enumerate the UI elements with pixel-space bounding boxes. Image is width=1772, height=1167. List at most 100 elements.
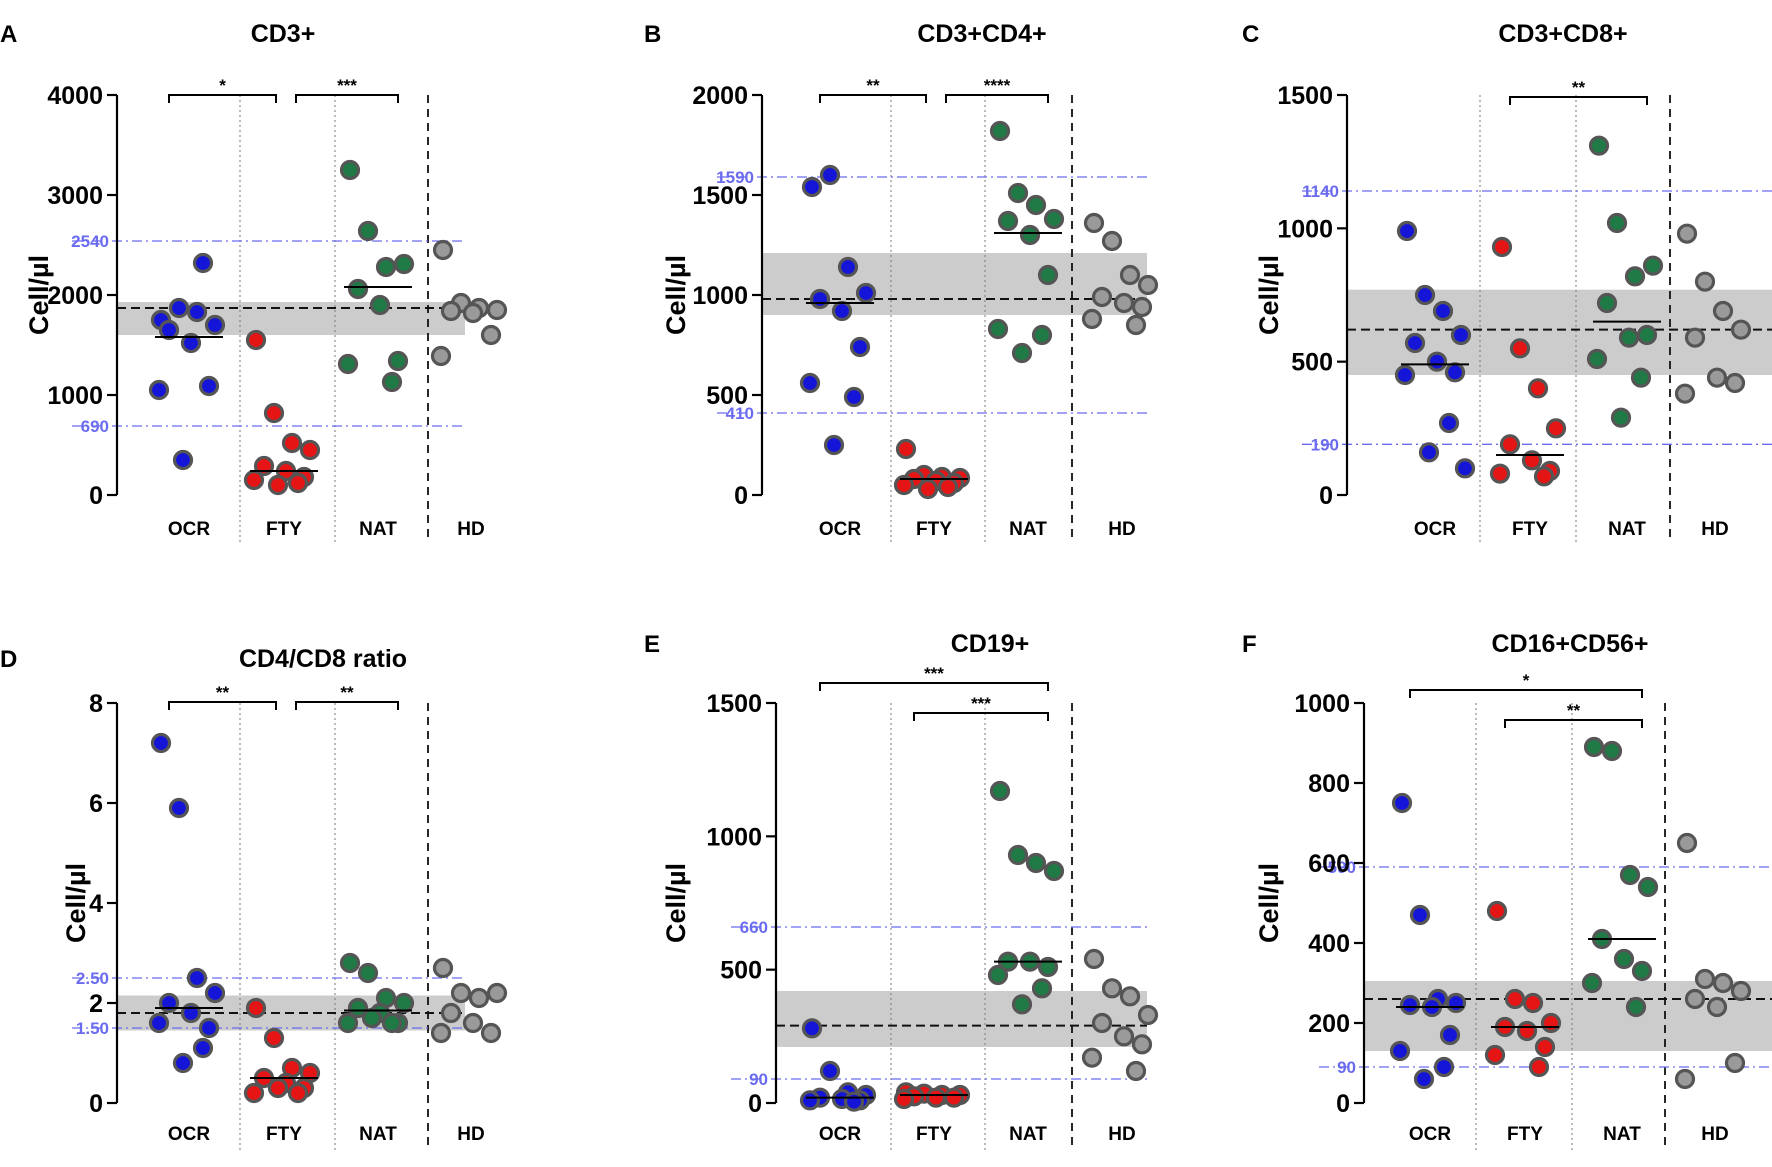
y-tick-label: 2000 (692, 82, 748, 110)
data-point-fty (895, 438, 917, 460)
significance-label: **** (984, 76, 1011, 95)
data-point-ocr (849, 336, 871, 358)
data-point-hd (1137, 1004, 1159, 1026)
data-point-nat (347, 997, 369, 1019)
x-tick-label: NAT (1009, 519, 1047, 540)
reference-label: 2.50 (76, 969, 109, 988)
data-point-nat (1031, 978, 1053, 999)
significance-label: * (1523, 671, 1530, 690)
y-tick-label: 2 (89, 990, 103, 1018)
reference-label: 1.50 (76, 1019, 109, 1038)
y-tick-label: 1000 (1294, 690, 1350, 718)
data-point-ocr (1433, 1056, 1455, 1078)
data-point-fty (1484, 1044, 1506, 1066)
y-tick-label: 1000 (706, 823, 762, 851)
data-point-fty (267, 1077, 289, 1099)
panel-title: CD3+CD8+ (1498, 20, 1627, 48)
data-point-hd (462, 302, 484, 324)
data-point-ocr (1450, 324, 1472, 346)
y-tick-label: 1000 (47, 382, 103, 410)
data-point-ocr (1414, 284, 1436, 306)
data-point-hd (1101, 978, 1123, 999)
data-point-nat (1019, 224, 1041, 246)
data-point-nat (1596, 292, 1618, 314)
y-tick-label: 200 (1308, 1010, 1350, 1038)
data-point-hd (1083, 212, 1105, 234)
reference-label: 1140 (1302, 182, 1339, 201)
data-point-nat (1025, 852, 1047, 874)
panel-letter: F (1242, 631, 1257, 658)
x-tick-label: HD (457, 519, 484, 540)
data-point-fty (299, 439, 321, 461)
data-point-ocr (1404, 332, 1426, 354)
data-point-hd (1724, 1052, 1746, 1074)
y-tick-label: 4 (89, 890, 103, 918)
data-point-ocr (186, 301, 208, 323)
data-point-ocr (1454, 458, 1476, 479)
data-point-nat (1037, 264, 1059, 286)
data-point-nat (1031, 324, 1053, 346)
data-point-ocr (180, 332, 202, 354)
data-point-ocr (801, 176, 823, 198)
data-point-nat (381, 371, 403, 393)
significance-bracket (1504, 719, 1643, 728)
data-point-nat (989, 780, 1011, 802)
y-tick-label: 2000 (47, 282, 103, 310)
panel-title: CD3+CD4+ (917, 20, 1046, 48)
reference-label: 590 (1328, 858, 1356, 877)
reference-label: 90 (749, 1070, 768, 1089)
panel-title: CD16+CD56+ (1491, 630, 1648, 658)
data-point-hd (1131, 296, 1153, 318)
data-point-ocr (843, 1091, 865, 1112)
panel-letter: C (1242, 21, 1259, 48)
data-point-fty (925, 1087, 947, 1108)
y-tick-label: 800 (1308, 770, 1350, 798)
data-point-hd (1694, 968, 1716, 990)
y-tick-label: 600 (1308, 850, 1350, 878)
data-point-ocr (843, 386, 865, 408)
x-tick-label: OCR (168, 1124, 211, 1145)
significance-label: *** (924, 664, 944, 683)
panel-a: A CD3+ Cell/µl 2540 690 0 1000 2000 3000 4000 OCR F… (0, 20, 508, 543)
panel-f: F CD16+CD56+ Cell/µl 590 90 0 200 400 600 800 1000… (1242, 630, 1772, 1151)
y-axis-label: Cell/µl (661, 863, 691, 943)
x-tick-label: HD (457, 1124, 484, 1145)
data-point-hd (1137, 274, 1159, 296)
data-point-ocr (192, 1037, 214, 1059)
data-point-fty (287, 472, 309, 494)
x-tick-label: OCR (168, 519, 211, 540)
y-tick-label: 1000 (692, 282, 748, 310)
data-point-hd (1674, 1068, 1696, 1090)
data-point-nat (1631, 960, 1653, 982)
significance-bracket (1509, 96, 1648, 105)
data-point-ocr (1413, 1068, 1435, 1090)
y-tick-label: 0 (734, 482, 748, 510)
data-point-ocr (1418, 442, 1440, 463)
hd-reference-band (1347, 289, 1772, 375)
y-tick-label: 0 (89, 482, 103, 510)
reference-label: 90 (1337, 1058, 1356, 1077)
significance-label: ** (216, 683, 230, 702)
data-point-ocr (198, 375, 220, 397)
data-point-ocr (1399, 994, 1421, 1016)
data-point-nat (339, 952, 361, 974)
data-point-hd (480, 324, 502, 346)
data-point-ocr (1394, 364, 1416, 386)
data-point-ocr (148, 379, 170, 401)
data-point-nat (1025, 194, 1047, 216)
data-point-nat (393, 253, 415, 275)
data-point-ocr (148, 1012, 170, 1034)
data-point-nat (1642, 255, 1664, 276)
significance-label: ** (1572, 78, 1586, 97)
data-point-hd (1724, 372, 1746, 394)
hd-reference-band (776, 991, 1147, 1047)
data-point-nat (1636, 324, 1658, 346)
y-tick-label: 500 (1291, 349, 1333, 377)
data-point-nat (337, 1012, 359, 1034)
data-point-fty (893, 1088, 915, 1110)
data-point-ocr (172, 1052, 194, 1074)
panel-title: CD4/CD8 ratio (239, 645, 407, 673)
data-point-fty (1504, 988, 1526, 1010)
data-point-ocr (186, 967, 208, 989)
data-point-hd (462, 1012, 484, 1034)
